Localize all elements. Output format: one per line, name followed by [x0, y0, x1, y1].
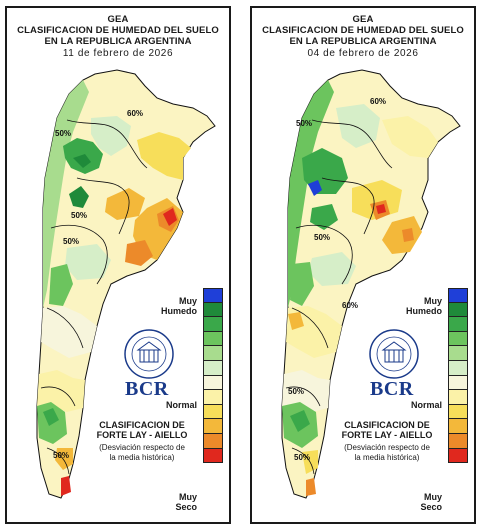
- map-date: 04 de febrero de 2026: [307, 48, 419, 59]
- soil-moisture-map-left: 50% 60% 50% 50% 50%: [36, 69, 216, 499]
- scale-cell: [448, 346, 468, 361]
- contour-label: 60%: [127, 109, 143, 118]
- legend-subtitle: (Desviación respecto de la media históric…: [99, 443, 185, 462]
- scale-cell: [203, 288, 223, 303]
- legend-title: CLASIFICACION DE FORTE LAY - AIELLO: [341, 420, 433, 440]
- legend-title: CLASIFICACION DE FORTE LAY - AIELLO: [96, 420, 188, 440]
- contour-label: 50%: [296, 119, 312, 128]
- legend-label-muy-humedo: Muy Humedo: [406, 296, 442, 316]
- scale-cell: [448, 302, 468, 318]
- legend-label-normal: Normal: [165, 400, 197, 410]
- map-header-title: CLASIFICACION DE HUMEDAD DEL SUELO: [17, 25, 219, 36]
- scale-cell: [448, 375, 468, 391]
- scale-cell: [448, 390, 468, 405]
- contour-label: 50%: [294, 453, 310, 462]
- color-scale: [203, 288, 223, 464]
- scale-cell: [448, 404, 468, 420]
- contour-label: 50%: [53, 451, 69, 460]
- scale-cell: [448, 360, 468, 376]
- scale-cell: [448, 433, 468, 449]
- scale-cell: [203, 419, 223, 434]
- legend-label-muy-seco: Muy Seco: [420, 492, 442, 512]
- contour-label: 60%: [370, 97, 386, 106]
- scale-cell: [448, 317, 468, 332]
- soil-moisture-map-right: 50% 60% 50% 60% 50% 50%: [281, 69, 461, 499]
- scale-cell: [203, 346, 223, 361]
- scale-cell: [448, 419, 468, 434]
- map-header-gea: GEA: [352, 14, 374, 25]
- scale-cell: [203, 375, 223, 391]
- legend-subtitle: (Desviación respecto de la media históric…: [344, 443, 430, 462]
- scale-cell: [203, 302, 223, 318]
- scale-cell: [203, 331, 223, 347]
- map-header-title: CLASIFICACION DE HUMEDAD DEL SUELO: [262, 25, 464, 36]
- bcr-logo-text: BCR: [125, 378, 169, 400]
- scale-cell: [203, 448, 223, 464]
- contour-label: 60%: [342, 301, 358, 310]
- contour-label: 50%: [314, 233, 330, 242]
- contour-label: 50%: [71, 211, 87, 220]
- color-scale: [448, 288, 468, 464]
- scale-cell: [203, 404, 223, 420]
- scale-cell: [203, 360, 223, 376]
- legend-label-muy-seco: Muy Seco: [175, 492, 197, 512]
- map-header-country: EN LA REPUBLICA ARGENTINA: [44, 36, 192, 47]
- scale-cell: [203, 317, 223, 332]
- map-header-gea: GEA: [107, 14, 129, 25]
- bcr-seal-icon: [124, 329, 174, 379]
- bcr-logo-text: BCR: [370, 378, 414, 400]
- map-date: 11 de febrero de 2026: [62, 48, 174, 59]
- contour-label: 50%: [63, 237, 79, 246]
- scale-cell: [448, 331, 468, 347]
- scale-cell: [448, 288, 468, 303]
- map-panel-left: 50% 60% 50% 50% 50% GEA CLASIFICACION DE…: [5, 6, 231, 524]
- scale-cell: [203, 390, 223, 405]
- contour-label: 50%: [288, 387, 304, 396]
- legend-label-muy-humedo: Muy Humedo: [161, 296, 197, 316]
- scale-cell: [448, 448, 468, 464]
- bcr-seal-icon: [369, 329, 419, 379]
- scale-cell: [203, 433, 223, 449]
- map-panel-right: 50% 60% 50% 60% 50% 50% GEA CLASIFICACIO…: [250, 6, 476, 524]
- map-header-country: EN LA REPUBLICA ARGENTINA: [289, 36, 437, 47]
- contour-label: 50%: [55, 129, 71, 138]
- legend-label-normal: Normal: [410, 400, 442, 410]
